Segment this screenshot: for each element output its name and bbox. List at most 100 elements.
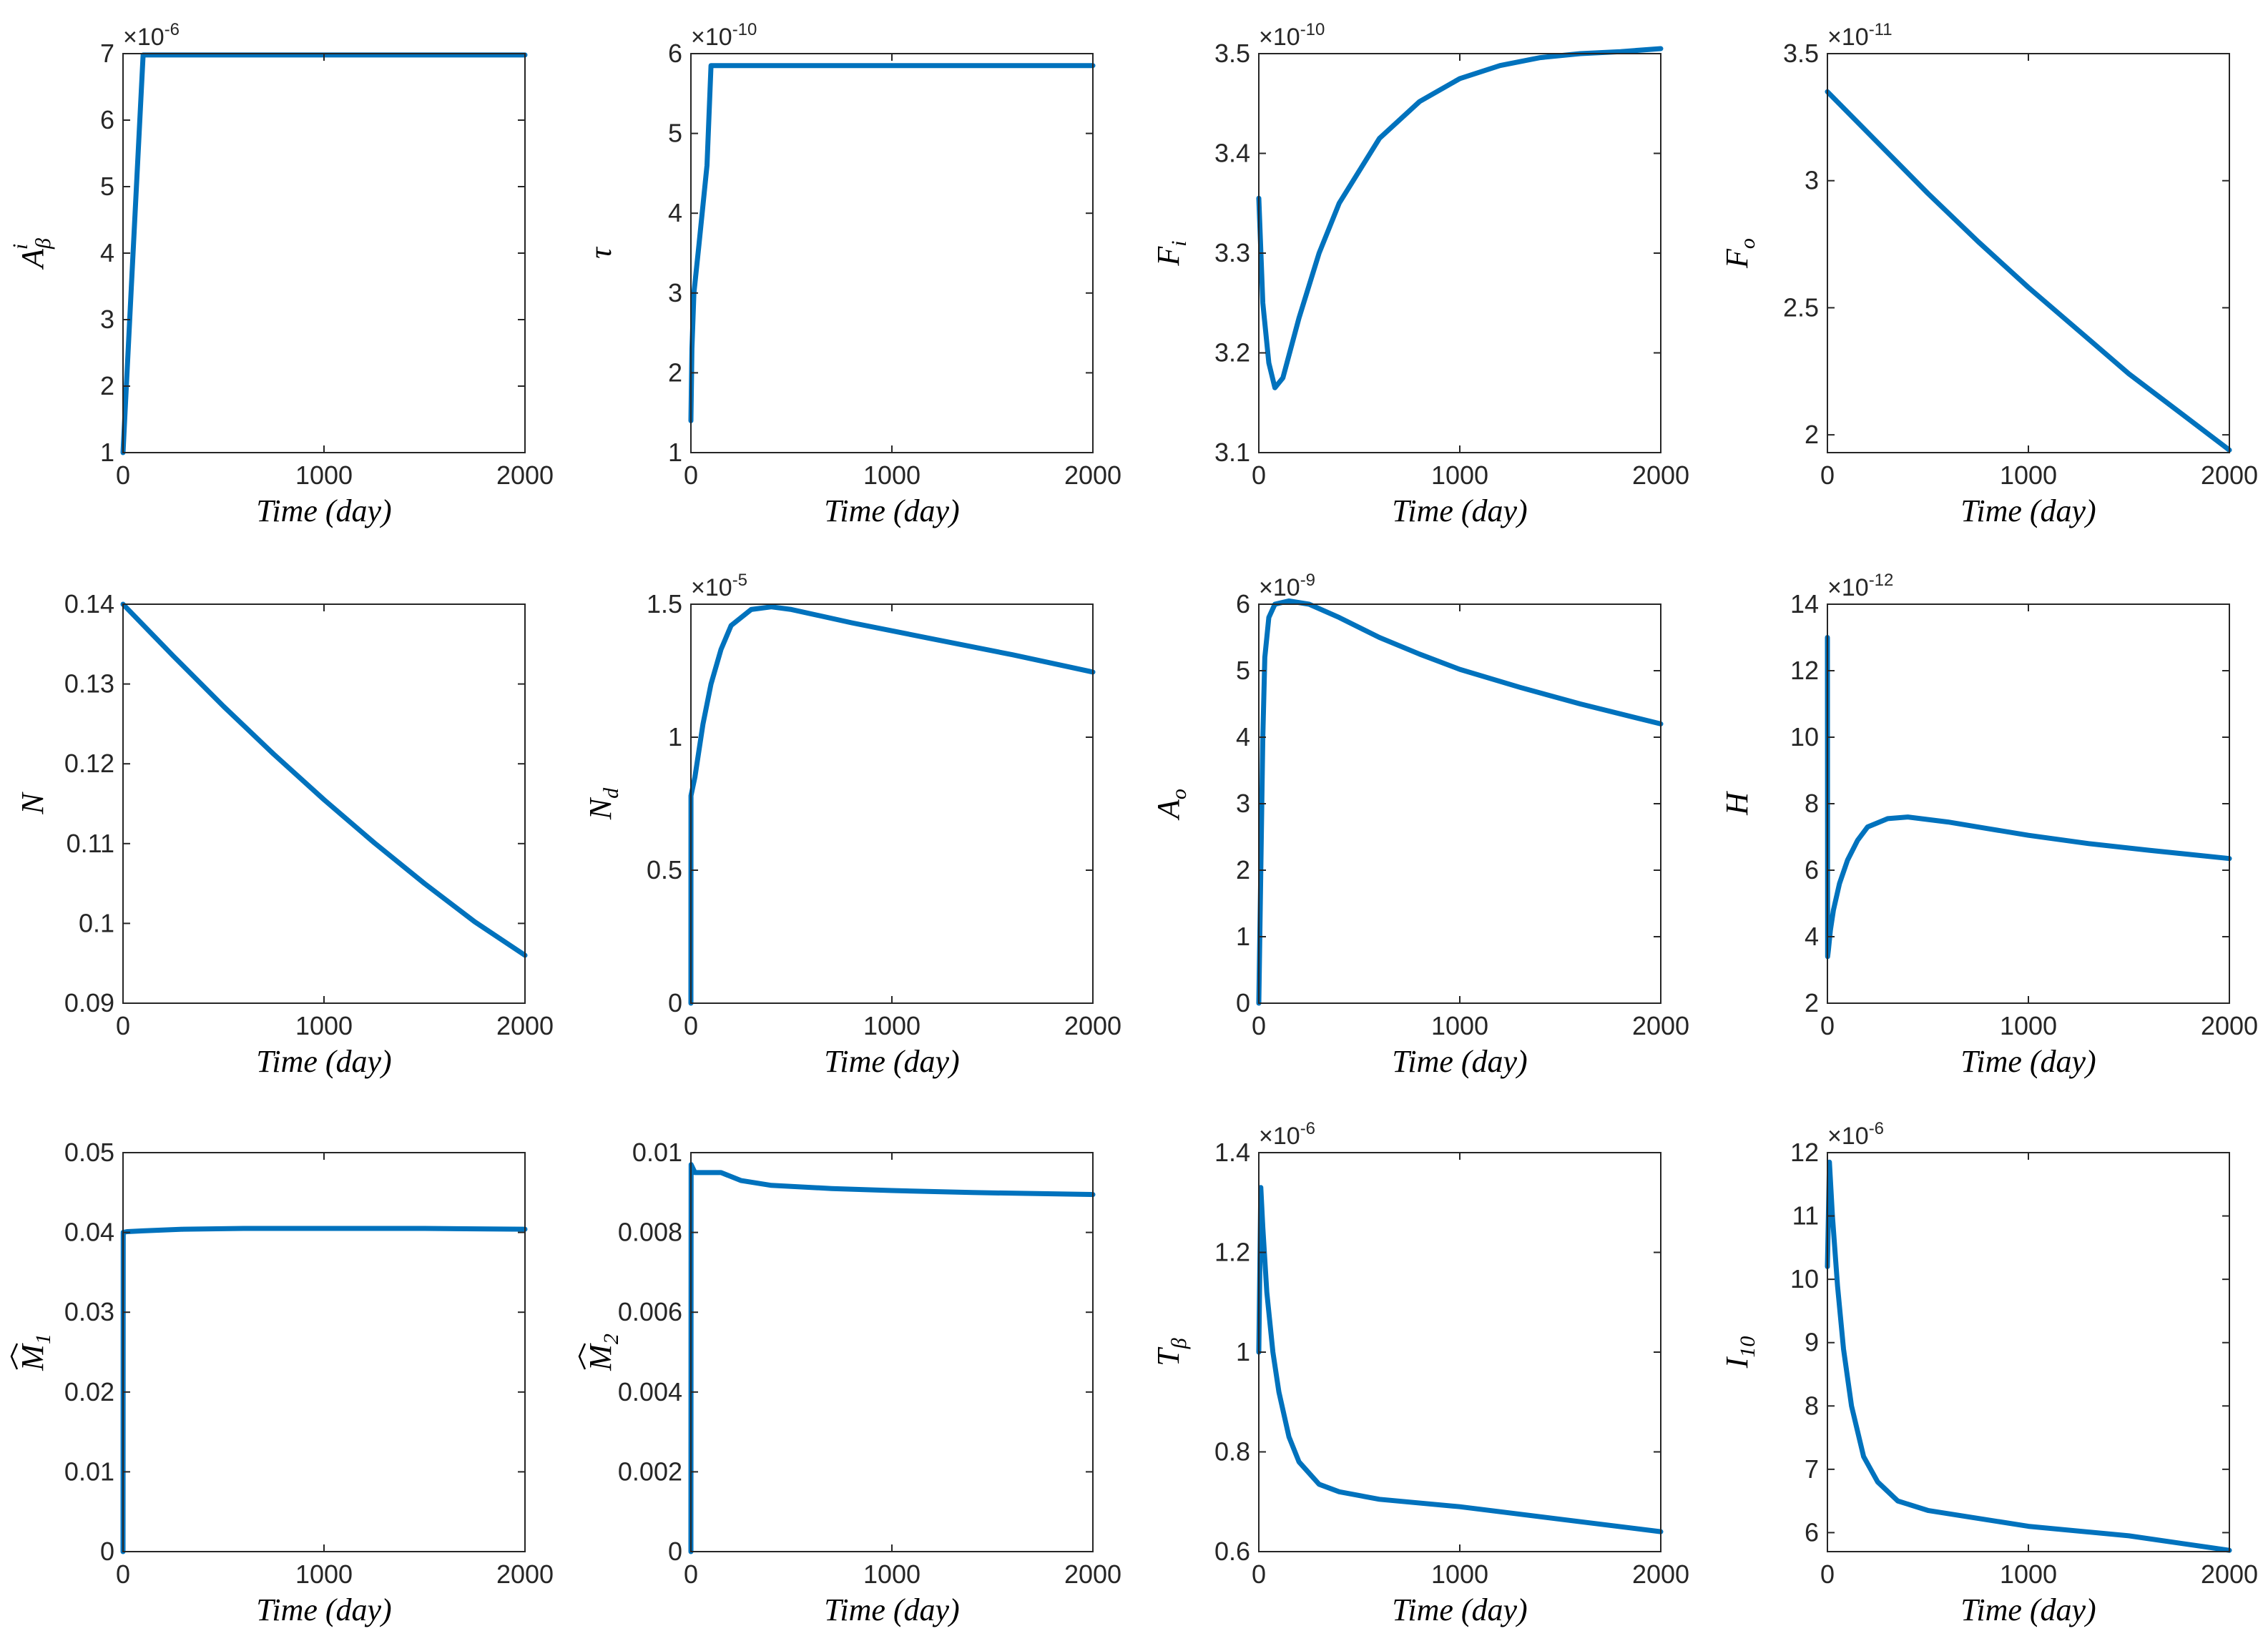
x-tick-label: 1000 (863, 1011, 921, 1040)
y-tick-label: 3.2 (1214, 338, 1250, 368)
y-tick-label: 0.6 (1214, 1537, 1250, 1566)
series-line (120, 52, 528, 455)
axis-exponent: ×10-12 (1827, 571, 1893, 601)
y-tick-label: 0.04 (64, 1218, 114, 1247)
y-tick-label: 6 (1805, 1517, 1819, 1547)
plot-area (1827, 604, 2229, 1003)
x-tick-label: 1000 (2000, 1559, 2057, 1589)
svg-text:H: H (1719, 791, 1754, 816)
y-axis-label: τ (583, 246, 618, 259)
y-tick-label: 0.03 (64, 1297, 114, 1326)
x-axis-label: Time (day) (824, 1044, 959, 1079)
y-axis-label: M2 (578, 1334, 623, 1371)
y-tick-label: 1.2 (1214, 1238, 1250, 1267)
y-axis-label: I10 (1719, 1336, 1759, 1369)
x-axis-label: Time (day) (1960, 1592, 2096, 1627)
y-tick-label: 1.4 (1214, 1138, 1250, 1167)
axis-exponent: ×10-6 (1259, 1119, 1315, 1150)
y-tick-label: 3.5 (1783, 39, 1819, 68)
svg-text:τ: τ (583, 246, 618, 259)
subplot-12: 0 1000 2000 6 7 8 9 10 11 12 ×10-6 Time (day) I10 (1719, 1119, 2258, 1627)
series-line (688, 63, 1096, 423)
plot-area (691, 54, 1093, 453)
x-tick-label: 1000 (863, 1559, 921, 1589)
x-axis-label: Time (day) (256, 1044, 391, 1079)
x-tick-label: 1000 (2000, 1011, 2057, 1040)
plot-area (691, 1153, 1093, 1552)
x-tick-label: 2000 (2201, 460, 2258, 490)
y-axis-label: N (15, 792, 50, 815)
y-tick-label: 4 (1805, 922, 1819, 951)
x-tick-label: 2000 (496, 1559, 554, 1589)
y-tick-label: 3 (1805, 166, 1819, 195)
y-axis-label: H (1719, 791, 1754, 816)
y-tick-label: 0.01 (632, 1138, 682, 1167)
subplot-7: 0 1000 2000 0 1 2 3 4 5 6 ×10-9 Time (day) Ao (1151, 571, 1689, 1079)
x-tick-label: 2000 (1632, 1011, 1689, 1040)
y-tick-label: 3.5 (1214, 39, 1250, 68)
y-tick-label: 4 (668, 198, 682, 227)
axis-exponent: ×10-10 (691, 20, 757, 51)
y-tick-label: 6 (1805, 855, 1819, 884)
y-axis-label: Fo (1719, 238, 1759, 269)
axis-exponent: ×10-11 (1827, 20, 1893, 51)
x-axis-label: Time (day) (1392, 493, 1527, 528)
plot-area (1827, 1153, 2229, 1552)
svg-text:Ao: Ao (1151, 789, 1191, 821)
y-tick-label: 3.1 (1214, 438, 1250, 467)
x-tick-label: 1000 (1431, 1011, 1488, 1040)
svg-text:I10: I10 (1719, 1336, 1759, 1369)
x-axis-label: Time (day) (256, 493, 391, 528)
x-axis-label: Time (day) (1960, 1044, 2096, 1079)
series-line (1825, 1159, 2232, 1553)
axis-exponent: ×10-10 (1259, 20, 1325, 51)
y-axis-label: Tβ (1151, 1338, 1191, 1366)
y-axis-label: Ao (1151, 789, 1191, 821)
x-tick-label: 0 (684, 1011, 698, 1040)
plot-area (1827, 54, 2229, 453)
x-tick-label: 2000 (496, 1011, 554, 1040)
subplot-3: 0 1000 2000 3.1 3.2 3.3 3.4 3.5 ×10-10 Time (day)… (1151, 20, 1689, 528)
plot-area (1259, 1153, 1661, 1552)
x-tick-label: 1000 (1431, 1559, 1488, 1589)
x-tick-label: 1000 (295, 1559, 353, 1589)
svg-text:Aβi: Aβi (9, 238, 55, 270)
svg-text:Nd: Nd (583, 787, 623, 820)
series-line (1256, 46, 1664, 390)
x-tick-label: 0 (1252, 1011, 1266, 1040)
subplot-4: 0 1000 2000 2 2.5 3 3.5 ×10-11 Time (day) Fo (1719, 20, 2258, 528)
svg-text:Fi: Fi (1151, 240, 1191, 266)
y-tick-label: 12 (1790, 1138, 1819, 1167)
x-axis-label: Time (day) (1960, 493, 2096, 528)
plot-area (123, 1153, 525, 1552)
x-tick-label: 2000 (2201, 1011, 2258, 1040)
y-tick-label: 6 (668, 39, 682, 68)
y-tick-label: 10 (1790, 1264, 1819, 1293)
y-tick-label: 3 (668, 278, 682, 307)
plot-area (123, 54, 525, 453)
y-axis-label: Fi (1151, 240, 1191, 266)
subplot-5: 0 1000 2000 0.09 0.1 0.11 0.12 0.13 0.14 Time (da… (15, 589, 554, 1079)
y-tick-label: 10 (1790, 722, 1819, 751)
y-tick-label: 14 (1790, 589, 1819, 619)
y-axis-label: M1 (10, 1334, 55, 1371)
y-tick-label: 7 (1805, 1454, 1819, 1484)
svg-text:M2: M2 (583, 1334, 623, 1371)
y-tick-label: 1.5 (647, 589, 682, 619)
subplot-9: 0 1000 2000 0 0.01 0.02 0.03 0.04 0.05 Time (day)… (10, 1138, 554, 1627)
x-axis-label: Time (day) (1392, 1044, 1527, 1079)
y-tick-label: 2 (1805, 420, 1819, 449)
x-tick-label: 1000 (2000, 460, 2057, 490)
y-axis-label: Aβi (9, 238, 55, 270)
y-tick-label: 11 (1792, 1201, 1819, 1231)
series-line (688, 1162, 1096, 1554)
svg-text:Fo: Fo (1719, 238, 1759, 269)
subplot-1: 0 1000 2000 1 2 3 4 5 6 7 ×10-6 Time (day) Aβi (9, 20, 554, 528)
x-tick-label: 1000 (863, 460, 921, 490)
plot-area (691, 604, 1093, 1003)
y-tick-label: 0.13 (64, 669, 114, 699)
series-line (688, 604, 1096, 1006)
y-tick-label: 5 (668, 119, 682, 148)
x-tick-label: 2000 (1064, 460, 1121, 490)
x-axis-label: Time (day) (824, 1592, 959, 1627)
